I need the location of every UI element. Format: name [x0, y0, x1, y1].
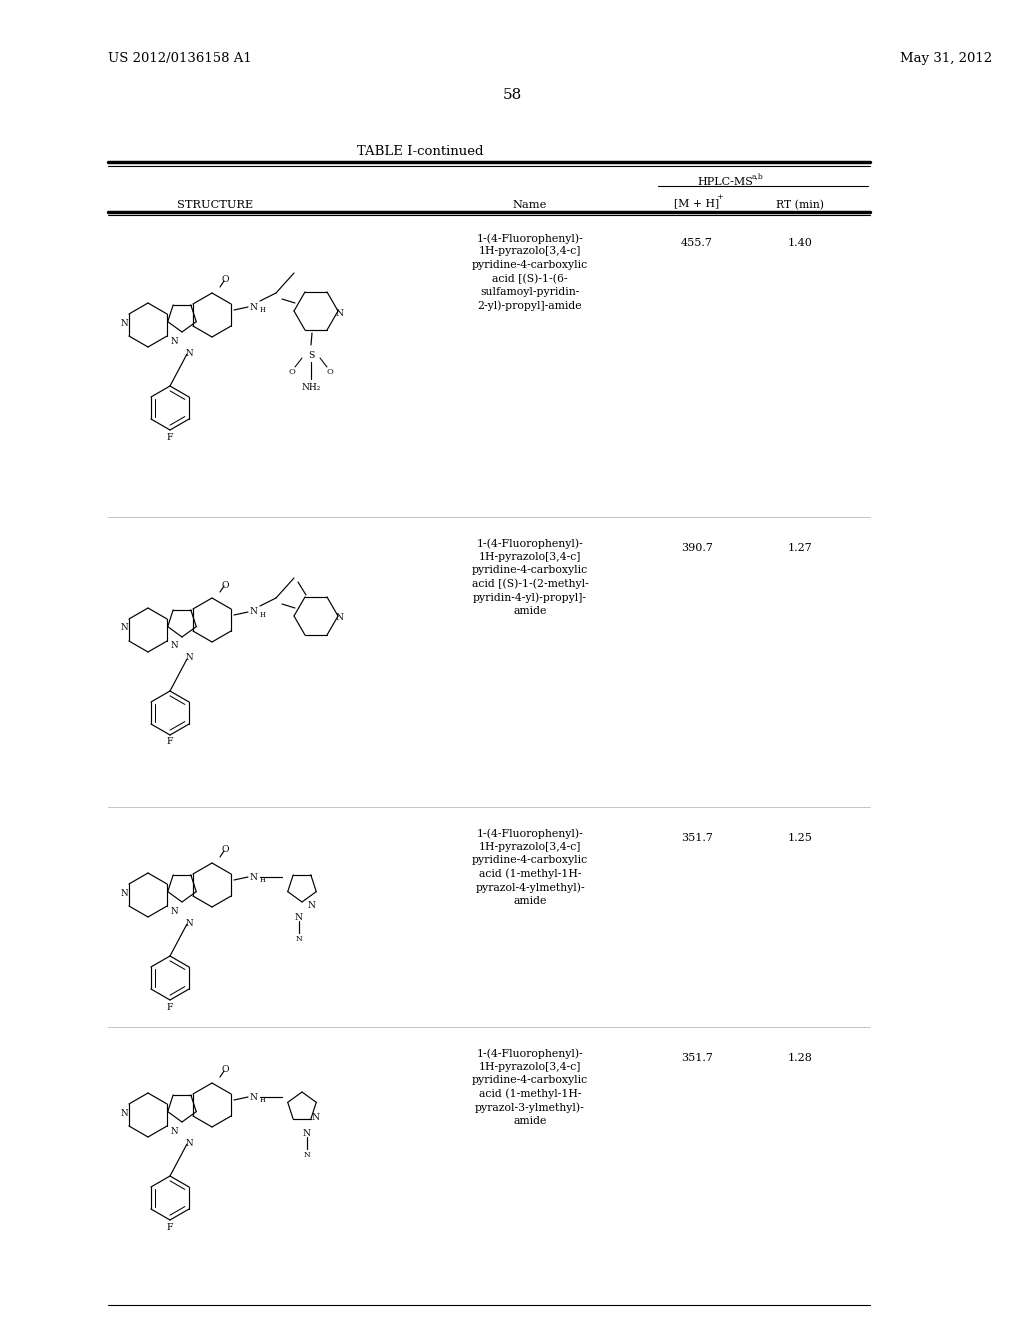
Text: 1.28: 1.28 — [787, 1053, 812, 1063]
Text: 1H-pyrazolo[3,4-c]: 1H-pyrazolo[3,4-c] — [479, 1061, 582, 1072]
Text: O: O — [221, 276, 228, 285]
Text: Name: Name — [513, 201, 547, 210]
Text: US 2012/0136158 A1: US 2012/0136158 A1 — [108, 51, 252, 65]
Text: F: F — [167, 1002, 173, 1011]
Text: amide: amide — [513, 895, 547, 906]
Text: N: N — [185, 653, 193, 663]
Text: N: N — [170, 907, 178, 916]
Text: S: S — [308, 351, 314, 360]
Text: N: N — [120, 623, 128, 632]
Text: N: N — [185, 348, 193, 358]
Text: N: N — [250, 873, 258, 882]
Text: May 31, 2012: May 31, 2012 — [900, 51, 992, 65]
Text: pyridine-4-carboxylic: pyridine-4-carboxylic — [472, 260, 588, 271]
Text: F: F — [167, 738, 173, 747]
Text: 1H-pyrazolo[3,4-c]: 1H-pyrazolo[3,4-c] — [479, 247, 582, 256]
Text: 1.25: 1.25 — [787, 833, 812, 843]
Text: N: N — [250, 302, 258, 312]
Text: N: N — [250, 607, 258, 616]
Text: pyridine-4-carboxylic: pyridine-4-carboxylic — [472, 1074, 588, 1085]
Text: NH₂: NH₂ — [301, 384, 321, 392]
Text: N: N — [336, 309, 344, 318]
Text: 351.7: 351.7 — [681, 1053, 713, 1063]
Text: H: H — [260, 611, 266, 619]
Text: N: N — [170, 337, 178, 346]
Text: 390.7: 390.7 — [681, 543, 713, 553]
Text: pyrazol-3-ylmethyl)-: pyrazol-3-ylmethyl)- — [475, 1102, 585, 1113]
Text: HPLC-MS: HPLC-MS — [697, 177, 753, 187]
Text: pyridin-4-yl)-propyl]-: pyridin-4-yl)-propyl]- — [473, 591, 587, 602]
Text: 1.27: 1.27 — [787, 543, 812, 553]
Text: 1-(4-Fluorophenyl)-: 1-(4-Fluorophenyl)- — [476, 828, 584, 838]
Text: N: N — [185, 919, 193, 928]
Text: 1.40: 1.40 — [787, 238, 812, 248]
Text: 1-(4-Fluorophenyl)-: 1-(4-Fluorophenyl)- — [476, 234, 584, 244]
Text: N: N — [170, 1126, 178, 1135]
Text: acid (1-methyl-1H-: acid (1-methyl-1H- — [479, 869, 582, 879]
Text: 1-(4-Fluorophenyl)-: 1-(4-Fluorophenyl)- — [476, 539, 584, 549]
Text: O: O — [221, 846, 228, 854]
Text: H: H — [260, 306, 266, 314]
Text: TABLE I-continued: TABLE I-continued — [356, 145, 483, 158]
Text: N: N — [295, 912, 303, 921]
Text: 58: 58 — [503, 88, 521, 102]
Text: pyridine-4-carboxylic: pyridine-4-carboxylic — [472, 565, 588, 576]
Text: a,b: a,b — [752, 172, 764, 180]
Text: F: F — [167, 433, 173, 441]
Text: O: O — [221, 581, 228, 590]
Text: H: H — [260, 876, 266, 884]
Text: acid (1-methyl-1H-: acid (1-methyl-1H- — [479, 1089, 582, 1100]
Text: STRUCTURE: STRUCTURE — [177, 201, 253, 210]
Text: N: N — [308, 900, 316, 909]
Text: N: N — [296, 935, 302, 942]
Text: N: N — [120, 888, 128, 898]
Text: N: N — [120, 1109, 128, 1118]
Text: acid [(S)-1-(6-: acid [(S)-1-(6- — [493, 273, 568, 284]
Text: N: N — [250, 1093, 258, 1101]
Text: 455.7: 455.7 — [681, 238, 713, 248]
Text: O: O — [221, 1065, 228, 1074]
Text: pyridine-4-carboxylic: pyridine-4-carboxylic — [472, 855, 588, 865]
Text: O: O — [289, 368, 296, 376]
Text: H: H — [260, 1096, 266, 1104]
Text: 1-(4-Fluorophenyl)-: 1-(4-Fluorophenyl)- — [476, 1048, 584, 1059]
Text: +: + — [716, 193, 723, 201]
Text: acid [(S)-1-(2-methyl-: acid [(S)-1-(2-methyl- — [472, 578, 589, 589]
Text: pyrazol-4-ylmethyl)-: pyrazol-4-ylmethyl)- — [475, 882, 585, 892]
Text: 351.7: 351.7 — [681, 833, 713, 843]
Text: N: N — [336, 614, 344, 623]
Text: O: O — [327, 368, 334, 376]
Text: N: N — [312, 1113, 321, 1122]
Text: F: F — [167, 1222, 173, 1232]
Text: sulfamoyl-pyridin-: sulfamoyl-pyridin- — [480, 286, 580, 297]
Text: N: N — [185, 1138, 193, 1147]
Text: [M + H]: [M + H] — [675, 198, 720, 209]
Text: 2-yl)-propyl]-amide: 2-yl)-propyl]-amide — [477, 301, 583, 312]
Text: amide: amide — [513, 1115, 547, 1126]
Text: N: N — [120, 318, 128, 327]
Text: N: N — [304, 1151, 310, 1159]
Text: N: N — [303, 1129, 311, 1138]
Text: amide: amide — [513, 606, 547, 615]
Text: 1H-pyrazolo[3,4-c]: 1H-pyrazolo[3,4-c] — [479, 842, 582, 851]
Text: 1H-pyrazolo[3,4-c]: 1H-pyrazolo[3,4-c] — [479, 552, 582, 561]
Text: N: N — [170, 642, 178, 651]
Text: RT (min): RT (min) — [776, 201, 824, 210]
